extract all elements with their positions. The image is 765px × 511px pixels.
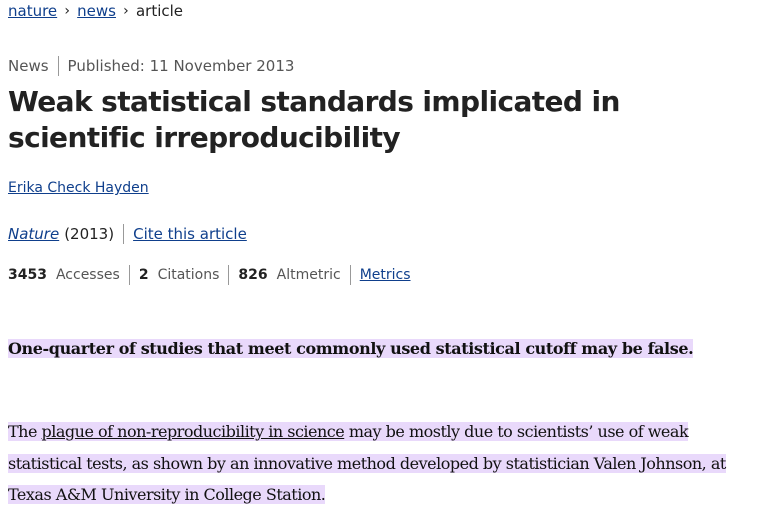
breadcrumb-nature-link[interactable]: nature [8,2,58,20]
metrics-link[interactable]: Metrics [359,267,411,283]
citations-count: 2 [138,267,149,283]
article-title: Weak statistical standards implicated in… [8,85,620,154]
cite-article-link[interactable]: Cite this article [133,225,247,243]
divider [349,265,351,285]
divider [228,265,230,285]
breadcrumb: nature › news › article [8,0,183,22]
author-link[interactable]: Erika Check Hayden [8,180,149,196]
author-list: Erika Check Hayden [8,180,149,196]
article-body-paragraph: The plague of non-reproducibility in sci… [8,416,760,511]
divider [57,56,59,76]
altmetric-label: Altmetric [276,267,341,283]
non-reproducibility-link[interactable]: plague of non-reproducibility in science [41,422,345,441]
highlighted-paragraph: The plague of non-reproducibility in sci… [8,422,726,504]
citation-row: Nature (2013) Cite this article [8,224,247,244]
breadcrumb-current: article [135,2,184,20]
published-date: Published: 11 November 2013 [67,57,295,75]
accesses-label: Accesses [55,267,120,283]
metrics-bar: 3453 Accesses 2 Citations 826 Altmetric … [8,265,411,285]
paragraph-prefix: The [8,422,42,441]
article-type: News [8,57,49,75]
breadcrumb-news-link[interactable]: news [77,2,116,20]
divider [128,265,130,285]
article-meta: News Published: 11 November 2013 [8,56,294,76]
article-standfirst: One-quarter of studies that meet commonl… [8,336,694,362]
journal-link[interactable]: Nature [8,225,60,243]
chevron-right-icon: › [64,3,70,19]
altmetric-count: 826 [238,267,268,283]
paragraph-text: may be mostly due to scientists’ use of … [8,422,726,504]
standfirst-text: One-quarter of studies that meet commonl… [8,339,694,358]
chevron-right-icon: › [123,3,129,19]
accesses-count: 3453 [8,267,47,283]
citations-label: Citations [157,267,220,283]
divider [123,224,125,244]
publication-year: (2013) [64,225,115,243]
